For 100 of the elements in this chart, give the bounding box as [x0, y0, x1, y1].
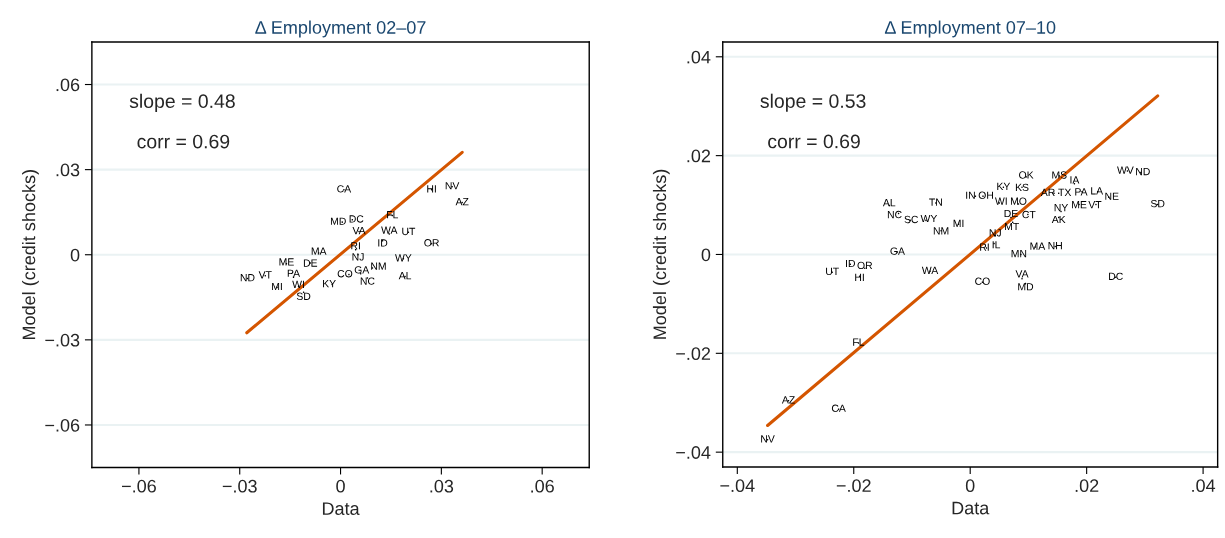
data-label: MD: [1018, 283, 1034, 291]
data-label: NE: [1105, 192, 1119, 200]
data-label: RI: [980, 243, 989, 251]
data-label: OK: [1019, 171, 1034, 179]
x-tick-label: −.06: [121, 479, 156, 493]
y-axis-title: Model (credit shocks): [22, 170, 39, 340]
data-label: DE: [303, 259, 318, 267]
data-label: LA: [1091, 187, 1104, 195]
data-label: WI: [292, 280, 304, 288]
data-label: GA: [354, 266, 370, 274]
data-label: MA: [1030, 242, 1046, 250]
x-tick-label: −.02: [836, 479, 871, 493]
data-label: NM: [933, 227, 949, 235]
x-tick-label: .03: [430, 479, 454, 493]
data-label: AZ: [455, 198, 469, 206]
data-label: NM: [371, 262, 386, 270]
data-label: ID: [846, 259, 855, 268]
annotation: corr = 0.69: [768, 134, 860, 149]
data-label: MT: [1005, 222, 1019, 231]
data-label: AL: [882, 199, 896, 207]
annotation: corr = 0.69: [137, 134, 230, 149]
data-label: WY: [395, 254, 412, 262]
data-label: CO: [337, 270, 353, 278]
data-label: TX: [1058, 188, 1072, 196]
data-label: PA: [287, 269, 301, 277]
data-label: SD: [1150, 199, 1165, 208]
data-label: DC: [1109, 272, 1123, 280]
data-label: NV: [761, 435, 775, 443]
data-label: MA: [311, 247, 327, 255]
data-label: VA: [1015, 270, 1029, 278]
x-tick-label: .02: [1075, 479, 1099, 493]
x-tick-label: 0: [965, 479, 975, 493]
y-tick-label: −.03: [45, 333, 80, 347]
data-label: KY: [997, 182, 1011, 190]
annotation: slope = 0.48: [129, 93, 235, 112]
data-label: NY: [1054, 204, 1069, 212]
data-label: PA: [1075, 188, 1088, 196]
data-label: NC: [887, 210, 902, 219]
data-label: KY: [323, 280, 336, 288]
data-label: HI: [855, 273, 864, 281]
data-label: WY: [920, 214, 938, 223]
data-label: HI: [427, 185, 436, 193]
data-label: IA: [1070, 176, 1080, 184]
data-label: VA: [352, 227, 366, 235]
annotation: slope = 0.53: [760, 93, 866, 112]
data-label: CA: [337, 185, 352, 193]
data-label: DC: [349, 215, 364, 223]
data-label: AK: [1051, 215, 1066, 224]
x-tick-label: .04: [1192, 479, 1216, 493]
chart-title: Δ Employment 02–07: [255, 20, 426, 38]
data-label: NJ: [352, 253, 364, 261]
data-label: OR: [857, 261, 873, 270]
data-label: GA: [890, 247, 905, 255]
chart-title: Δ Employment 07–10: [884, 20, 1056, 38]
data-label: RI: [351, 242, 360, 250]
data-label: WI: [994, 197, 1007, 205]
data-label: NV: [445, 182, 460, 190]
y-tick-label: .03: [56, 163, 80, 177]
x-tick-label: 0: [336, 479, 345, 493]
data-label: VT: [1088, 201, 1102, 209]
y-axis-title: Model (credit shocks): [652, 169, 670, 339]
data-label: MD: [330, 217, 346, 225]
data-label: SC: [904, 215, 919, 224]
data-label: ME: [279, 258, 294, 266]
x-axis-title: Data: [322, 502, 360, 515]
data-label: WA: [921, 266, 939, 274]
data-label: CT: [1022, 210, 1036, 219]
y-tick-label: 0: [701, 248, 711, 262]
y-tick-label: −.04: [676, 446, 711, 459]
data-label: OR: [424, 239, 439, 247]
data-label: UT: [402, 227, 416, 236]
x-tick-label: .06: [531, 479, 554, 493]
y-tick-label: −.06: [45, 418, 80, 432]
data-label: NC: [360, 277, 375, 285]
data-label: SD: [296, 292, 311, 300]
data-label: KS: [1015, 183, 1029, 192]
data-label: IL: [992, 241, 1001, 249]
data-label: VT: [258, 271, 272, 279]
data-label: WA: [381, 226, 398, 234]
y-tick-label: 0: [70, 248, 80, 262]
data-label: FL: [853, 338, 865, 346]
y-tick-label: −.02: [676, 347, 711, 361]
data-label: CA: [831, 404, 846, 412]
data-label: ND: [1136, 167, 1150, 176]
y-tick-label: .04: [687, 50, 711, 64]
y-tick-label: .02: [687, 149, 711, 163]
data-label: CO: [975, 277, 990, 285]
data-label: TN: [929, 198, 942, 206]
x-tick-label: −.03: [222, 479, 257, 493]
data-label: NH: [1048, 242, 1062, 250]
data-label: ND: [240, 274, 255, 282]
data-label: UT: [826, 267, 839, 276]
data-label: WV: [1117, 166, 1134, 174]
y-tick-label: .06: [56, 78, 80, 92]
data-label: MI: [272, 282, 282, 291]
data-label: IN: [966, 191, 975, 199]
x-axis-title: Data: [952, 501, 990, 515]
data-label: MO: [1010, 197, 1027, 205]
x-tick-label: −.04: [720, 479, 755, 493]
data-label: ID: [378, 239, 388, 247]
